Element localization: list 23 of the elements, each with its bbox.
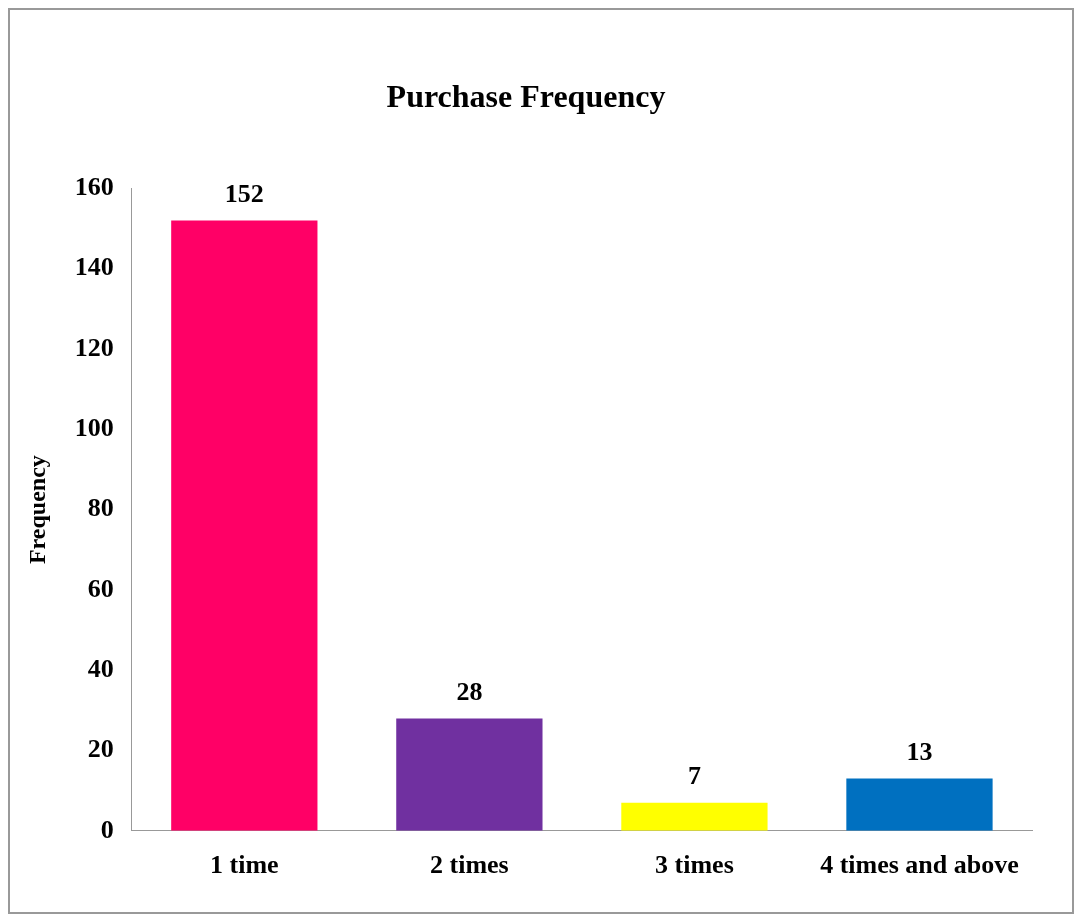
- chart-title: Purchase Frequency: [386, 78, 666, 115]
- y-tick-label: 120: [74, 332, 114, 362]
- x-tick-label: 1 time: [210, 850, 279, 880]
- data-label: 7: [687, 761, 701, 791]
- x-tick-label: 3 times: [655, 850, 734, 880]
- data-label: 13: [906, 737, 933, 767]
- y-axis-title: Frequency: [23, 455, 50, 565]
- bar: [171, 220, 318, 831]
- y-tick-label: 100: [74, 413, 114, 443]
- bar: [621, 802, 768, 831]
- y-tick-label: 140: [74, 252, 114, 282]
- y-tick-label: 80: [87, 493, 114, 523]
- data-label: 152: [224, 179, 264, 209]
- y-tick-label: 60: [87, 573, 114, 603]
- y-tick-label: 160: [74, 172, 114, 202]
- y-tick-label: 40: [87, 653, 114, 683]
- x-tick-label: 2 times: [430, 850, 509, 880]
- bar: [396, 718, 543, 831]
- data-label: 28: [456, 677, 483, 707]
- y-tick-label: 0: [100, 814, 114, 844]
- y-tick-label: 20: [87, 734, 114, 764]
- bar: [846, 778, 993, 831]
- x-tick-label: 4 times and above: [820, 850, 1019, 880]
